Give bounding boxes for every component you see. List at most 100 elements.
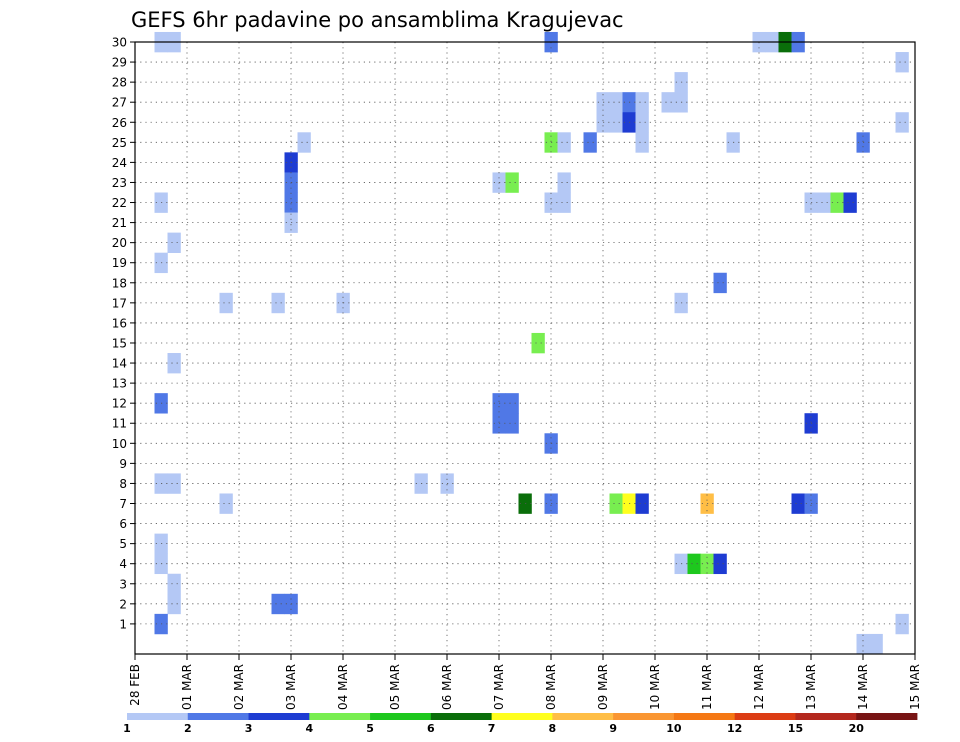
y-tick-label: 22 [112, 196, 127, 210]
y-tick-label: 14 [112, 357, 127, 371]
x-tick-label: 28 FEB [128, 664, 142, 706]
x-tick-label: 04 MAR [336, 664, 350, 710]
legend-swatch [187, 713, 249, 720]
heatmap-cell [895, 112, 909, 133]
x-tick-label: 07 MAR [492, 664, 506, 710]
heatmap-cell [713, 272, 727, 294]
heatmap-cell [167, 232, 181, 253]
y-tick-label: 24 [112, 156, 127, 170]
heatmap-cell [167, 593, 181, 615]
heatmap-cell [661, 92, 675, 113]
legend-label: 6 [427, 722, 435, 735]
x-axis: 28 FEB 01 MAR 02 MAR 03 MAR 04 MAR 05 MAR 06 M… [128, 654, 922, 710]
heatmap-cell [271, 292, 285, 314]
x-tick-label: 06 MAR [440, 664, 454, 710]
heatmap-cell [817, 192, 831, 213]
heatmap-cell [713, 553, 727, 575]
y-tick-label: 11 [112, 417, 127, 431]
legend-swatch [370, 713, 432, 720]
y-tick-label: 13 [112, 377, 127, 391]
legend-label: 12 [727, 722, 742, 735]
legend-swatch [734, 713, 796, 720]
legend-swatch [430, 713, 493, 720]
chart-title: GEFS 6hr padavine po ansamblima Kragujev… [131, 8, 624, 32]
heatmap-cell [297, 132, 311, 153]
legend-label: 5 [366, 722, 374, 735]
y-tick-label: 20 [112, 236, 127, 250]
y-tick-label: 6 [119, 517, 127, 531]
heatmap-cell [635, 92, 649, 113]
heatmap-cell [271, 593, 285, 615]
legend-label: 20 [849, 722, 865, 735]
legend-swatch [613, 713, 675, 720]
y-tick-label: 18 [112, 276, 127, 290]
heatmap-cell [869, 633, 883, 655]
heatmap-cell [219, 493, 233, 514]
y-tick-label: 30 [112, 36, 127, 50]
legend-label: 8 [549, 722, 557, 735]
x-tick-label: 14 MAR [856, 664, 870, 710]
heatmap-cell [791, 493, 805, 514]
x-tick-label: 01 MAR [180, 664, 194, 710]
heatmap-cell [167, 473, 181, 494]
heatmap-cell [609, 92, 623, 113]
y-tick-label: 15 [112, 336, 127, 350]
heatmap-cell [895, 613, 909, 635]
legend-swatch [552, 713, 614, 720]
y-tick-label: 17 [112, 296, 127, 310]
heatmap-cell [557, 132, 571, 153]
x-tick-label: 02 MAR [232, 664, 246, 710]
grid-lines [135, 41, 915, 654]
y-tick-label: 19 [112, 256, 127, 270]
heatmap-cell [609, 112, 623, 133]
x-tick-label: 03 MAR [284, 664, 298, 710]
legend-swatch [127, 713, 189, 720]
legend-swatch [248, 713, 310, 720]
y-tick-label: 9 [119, 457, 127, 471]
y-tick-label: 23 [112, 176, 127, 190]
heatmap-cells [154, 31, 909, 655]
heatmap-cell [531, 332, 545, 354]
heatmap-cell [635, 493, 649, 514]
legend-label: 7 [488, 722, 496, 735]
legend-label: 1 [123, 722, 131, 735]
y-tick-label: 7 [119, 497, 127, 511]
legend-label: 15 [788, 722, 803, 735]
y-axis: 1234567891011121314151617181920212223242… [112, 36, 135, 631]
y-tick-label: 1 [119, 617, 127, 631]
y-tick-label: 25 [112, 136, 127, 150]
x-tick-label: 09 MAR [596, 664, 610, 710]
plot-frame [134, 41, 916, 655]
legend-swatch [856, 713, 918, 720]
y-tick-label: 16 [112, 316, 127, 330]
heatmap-cell [167, 573, 181, 595]
legend-label: 3 [245, 722, 253, 735]
y-tick-label: 21 [112, 216, 127, 230]
legend-swatch [491, 713, 553, 720]
heatmap-cell [557, 192, 571, 213]
heatmap-cell [167, 353, 181, 374]
y-tick-label: 4 [119, 557, 127, 571]
heatmap-cell [635, 132, 649, 153]
heatmap-cell [557, 172, 571, 193]
x-tick-label: 15 MAR [908, 664, 922, 710]
heatmap-cell [583, 132, 597, 153]
y-tick-label: 8 [119, 477, 127, 491]
heatmap-cell [856, 633, 870, 655]
legend-label: 9 [609, 722, 617, 735]
heatmap-cell [895, 52, 909, 73]
heatmap-cell [505, 413, 519, 434]
y-tick-label: 3 [119, 577, 127, 591]
heatmap-cell [635, 112, 649, 133]
x-tick-label: 12 MAR [752, 664, 766, 710]
color-legend: 1 2 3 4 5 6 7 8 9 10 12 15 20 [123, 713, 918, 735]
x-tick-label: 05 MAR [388, 664, 402, 710]
heatmap-cell [609, 493, 623, 514]
heatmap-cell [219, 292, 233, 314]
y-tick-label: 2 [119, 597, 127, 611]
x-tick-label: 11 MAR [700, 664, 714, 710]
y-tick-label: 10 [112, 437, 127, 451]
heatmap-cell [687, 553, 701, 575]
x-tick-label: 10 MAR [648, 664, 662, 710]
